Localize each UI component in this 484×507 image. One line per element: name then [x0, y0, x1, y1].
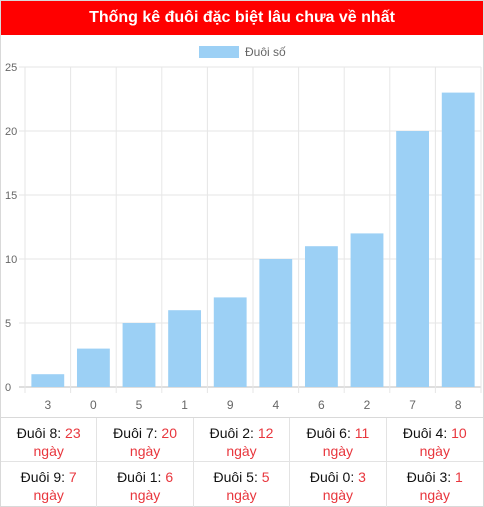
stats-value: 7: [68, 469, 77, 485]
stats-cell: Đuôi 1: 6 ngày: [97, 462, 194, 507]
stats-label: Đuôi 6:: [306, 425, 351, 441]
stats-value: 23: [65, 425, 81, 441]
stats-unit: ngày: [129, 443, 161, 459]
stats-value: 11: [354, 425, 370, 441]
x-tick-label: 4: [272, 398, 279, 412]
stats-unit: ngày: [419, 487, 450, 503]
y-tick-label: 10: [5, 254, 17, 266]
stats-label: Đuôi 0:: [309, 469, 355, 485]
y-tick-label: 25: [5, 62, 17, 74]
stats-label: Đuôi 5:: [213, 469, 258, 485]
x-tick-label: 5: [136, 398, 143, 412]
stats-unit: ngày: [226, 443, 257, 459]
stats-unit: ngày: [419, 443, 450, 459]
x-tick-label: 2: [364, 398, 371, 412]
stats-label: Đuôi 8:: [16, 425, 62, 441]
stats-value: 12: [257, 425, 274, 441]
bar: [396, 131, 430, 387]
stats-label: Đuôi 2:: [209, 425, 254, 441]
y-tick-label: 0: [5, 382, 11, 394]
stats-cell: Đuôi 3: 1 ngày: [387, 462, 483, 507]
stats-table: Đuôi 8: 23 ngày Đuôi 7: 20 ngày Đuôi 2: 12…: [1, 417, 483, 507]
bar: [168, 310, 202, 387]
legend-label: Đuôi số: [245, 45, 286, 59]
stats-value: 20: [161, 425, 177, 441]
x-tick-label: 6: [318, 398, 325, 412]
y-tick-label: 15: [5, 190, 17, 202]
stats-cell: Đuôi 2: 12 ngày: [193, 418, 291, 462]
stats-cell: Đuôi 4: 10 ngày: [386, 418, 483, 462]
stats-label: Đuôi 1:: [117, 469, 162, 485]
widget-title: Thống kê đuôi đặc biệt lâu chưa về nhất: [1, 1, 483, 35]
x-tick-label: 1: [181, 398, 188, 412]
stats-label: Đuôi 9:: [20, 469, 66, 485]
x-tick-label: 0: [90, 398, 97, 412]
stats-unit: ngày: [33, 487, 64, 503]
bar: [304, 246, 338, 387]
x-tick-label: 9: [227, 398, 234, 412]
bar: [31, 374, 65, 387]
stats-cell: Đuôi 7: 20 ngày: [97, 418, 194, 462]
bar: [213, 297, 247, 387]
legend-swatch: [199, 46, 239, 58]
stats-label: Đuôi 7:: [113, 425, 158, 441]
stats-unit: ngày: [322, 443, 354, 459]
stats-cell: Đuôi 0: 3 ngày: [290, 462, 387, 507]
stats-unit: ngày: [129, 487, 161, 503]
stats-unit: ngày: [226, 487, 257, 503]
x-tick-label: 7: [409, 398, 416, 412]
stats-value: 3: [358, 469, 366, 485]
y-tick-label: 20: [5, 126, 17, 138]
stats-cell: Đuôi 8: 23 ngày: [1, 418, 98, 462]
stats-value: 10: [451, 425, 467, 441]
x-tick-label: 3: [44, 398, 51, 412]
stats-cell: Đuôi 9: 7 ngày: [1, 462, 98, 507]
stats-cell: Đuôi 6: 11 ngày: [290, 418, 387, 462]
stats-unit: ngày: [33, 443, 64, 459]
y-tick-label: 5: [5, 318, 11, 330]
stats-value: 5: [261, 469, 270, 485]
stats-label: Đuôi 4:: [402, 425, 448, 441]
x-tick-label: 8: [455, 398, 462, 412]
stats-value: 6: [165, 469, 174, 485]
stats-unit: ngày: [322, 487, 354, 503]
bar: [122, 323, 156, 387]
bar: [76, 348, 110, 387]
stats-cell: Đuôi 5: 5 ngày: [194, 462, 291, 507]
bar: [441, 92, 475, 387]
stats-label: Đuôi 3:: [406, 469, 452, 485]
bar: [259, 259, 293, 387]
stats-value: 1: [455, 469, 463, 485]
bar-chart: Đuôi số 0 5 10 15 20 25 3 0 5 1 9 4 6 2 7 8: [1, 35, 483, 417]
bar: [350, 233, 384, 387]
